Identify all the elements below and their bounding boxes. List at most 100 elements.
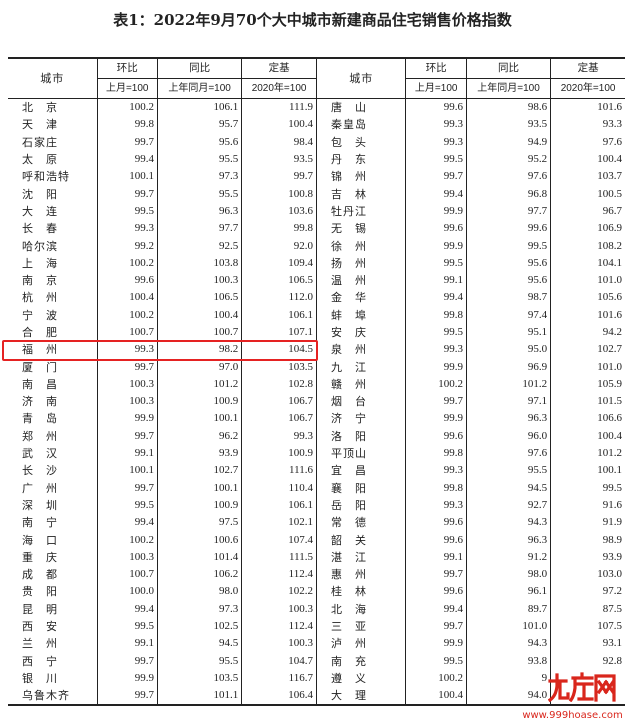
left-mom-cell: 99.7 — [96, 185, 158, 203]
table-row: 杭 州 100.4 106.5 112.0 金 华 99.4 98.7 105.6 — [8, 289, 625, 307]
right-yoy-cell: 96.8 — [465, 185, 551, 203]
left-city-cell: 杭 州 — [22, 291, 58, 305]
left-city-cell: 南 昌 — [22, 377, 58, 391]
right-mom-cell: 99.3 — [405, 116, 467, 134]
left-mom-cell: 100.2 — [96, 98, 158, 117]
right-mom-cell: 99.4 — [405, 185, 467, 203]
left-fixed-cell: 104.7 — [241, 652, 317, 670]
right-yoy-cell: 96.1 — [465, 583, 551, 601]
table-row: 兰 州 99.1 94.5 100.3 泸 州 99.9 94.3 93.1 — [8, 635, 625, 653]
left-city-cell: 西 安 — [22, 620, 58, 634]
left-yoy-cell: 92.5 — [156, 237, 242, 255]
table-row: 成 都 100.7 106.2 112.4 惠 州 99.7 98.0 103.0 — [8, 566, 625, 584]
left-fixed-cell: 99.3 — [241, 427, 317, 445]
left-yoy-cell: 100.9 — [156, 393, 242, 411]
right-yoy-cell: 95.1 — [465, 323, 551, 342]
col-mom: 环比 — [96, 57, 158, 79]
right-city-cell: 北 海 — [315, 600, 406, 618]
left-fixed-cell: 93.5 — [241, 150, 317, 169]
left-mom-cell: 100.3 — [96, 548, 158, 567]
right-mom-cell: 99.9 — [405, 635, 467, 653]
left-yoy-cell: 97.3 — [156, 168, 242, 186]
right-fixed-cell: 97.2 — [550, 583, 625, 601]
left-mom-cell: 100.2 — [96, 306, 158, 324]
right-mom-cell: 99.9 — [405, 410, 467, 428]
right-mom-cell: 100.2 — [405, 375, 467, 394]
left-yoy-cell: 103.5 — [156, 669, 242, 688]
table-row: 海 口 100.2 100.6 107.4 韶 关 99.6 96.3 98.9 — [8, 531, 625, 549]
right-mom-cell: 99.6 — [405, 514, 467, 532]
right-mom-cell: 99.7 — [405, 168, 467, 186]
table-row: 长 春 99.3 97.7 99.8 无 锡 99.6 99.6 106.9 — [8, 220, 625, 238]
left-city-cell: 海 口 — [22, 533, 58, 547]
left-city-cell: 昆 明 — [22, 602, 58, 616]
table-row: 南 昌 100.3 101.2 102.8 赣 州 100.2 101.2 105.9 — [8, 375, 625, 394]
right-mom-cell: 99.5 — [405, 323, 467, 342]
left-fixed-cell: 112.4 — [241, 617, 317, 636]
right-fixed-cell: 106.9 — [550, 220, 625, 238]
left-mom-cell: 99.7 — [96, 427, 158, 445]
right-mom-cell: 99.6 — [405, 583, 467, 601]
price-index-table: 城市 环比 同比 定基 城市 环比 同比 定基 上月=100 上年同月=100 … — [8, 57, 625, 707]
col-fixed-base: 2020年=100 — [241, 78, 317, 99]
right-mom-cell: 99.3 — [405, 341, 467, 359]
left-fixed-cell: 106.1 — [241, 306, 317, 324]
left-city-cell: 贵 阳 — [22, 585, 58, 599]
right-mom-cell: 99.6 — [405, 427, 467, 445]
right-fixed-cell: 101.5 — [550, 393, 625, 411]
table-row: 广 州 99.7 100.1 110.4 襄 阳 99.8 94.5 99.5 — [8, 479, 625, 497]
right-mom-cell: 99.3 — [405, 496, 467, 515]
left-mom-cell: 100.7 — [96, 323, 158, 342]
left-yoy-cell: 101.2 — [156, 375, 242, 394]
right-mom-cell: 99.9 — [405, 358, 467, 376]
left-mom-cell: 99.2 — [96, 237, 158, 255]
left-fixed-cell: 106.5 — [241, 271, 317, 290]
left-mom-cell: 99.7 — [96, 652, 158, 670]
left-fixed-cell: 103.5 — [241, 358, 317, 376]
right-fixed-cell: 92.8 — [550, 652, 625, 670]
left-mom-cell: 99.7 — [96, 358, 158, 376]
left-mom-cell: 99.3 — [96, 220, 158, 238]
right-yoy-cell: 93.8 — [465, 652, 551, 670]
right-city-cell: 蚌 埠 — [315, 306, 406, 324]
left-city-cell: 长 春 — [22, 222, 58, 236]
right-fixed-cell: 94.2 — [550, 323, 625, 342]
right-city-cell: 岳 阳 — [315, 496, 406, 515]
left-yoy-cell: 100.4 — [156, 306, 242, 324]
table-row: 呼和浩特 100.1 97.3 99.7 锦 州 99.7 97.6 103.7 — [8, 168, 625, 186]
right-city-cell: 无 锡 — [315, 220, 406, 238]
left-city-cell: 南 宁 — [22, 516, 58, 530]
right-city-cell: 九 江 — [315, 358, 406, 376]
left-city-cell: 长 沙 — [22, 464, 58, 478]
right-yoy-cell: 97.6 — [465, 444, 551, 463]
left-fixed-cell: 107.4 — [241, 531, 317, 549]
col-yoy-base-right: 上年同月=100 — [465, 78, 551, 99]
left-city-cell: 银 川 — [22, 671, 58, 685]
right-mom-cell: 99.1 — [405, 548, 467, 567]
right-yoy-cell: 95.6 — [465, 254, 551, 272]
right-mom-cell: 100.4 — [405, 687, 467, 707]
right-yoy-cell: 95.5 — [465, 462, 551, 480]
right-yoy-cell: 101.0 — [465, 617, 551, 636]
left-city-cell: 宁 波 — [22, 308, 58, 322]
right-yoy-cell: 97.4 — [465, 306, 551, 324]
right-city-cell: 平顶山 — [315, 444, 406, 463]
left-city-cell: 厦 门 — [22, 360, 58, 374]
right-city-cell: 宜 昌 — [315, 462, 406, 480]
right-fixed-cell: 91.6 — [550, 496, 625, 515]
left-city-cell: 济 南 — [22, 395, 58, 409]
left-mom-cell: 99.3 — [96, 341, 158, 359]
col-yoy-base: 上年同月=100 — [156, 78, 242, 99]
right-city-cell: 三 亚 — [315, 617, 406, 636]
table-title: 表1：2022年9月70个大中城市新建商品住宅销售价格指数 — [113, 11, 512, 29]
right-yoy-cell: 96.9 — [465, 358, 551, 376]
left-fixed-cell: 92.0 — [241, 237, 317, 255]
right-yoy-cell: 94.5 — [465, 479, 551, 497]
left-city-cell: 青 岛 — [22, 412, 58, 426]
left-yoy-cell: 95.5 — [156, 185, 242, 203]
left-fixed-cell: 106.7 — [241, 410, 317, 428]
left-mom-cell: 99.5 — [96, 617, 158, 636]
table-row: 乌鲁木齐 99.7 101.1 106.4 大 理 100.4 94.0 — [8, 687, 625, 707]
right-mom-cell: 99.6 — [405, 220, 467, 238]
left-yoy-cell: 96.2 — [156, 427, 242, 445]
